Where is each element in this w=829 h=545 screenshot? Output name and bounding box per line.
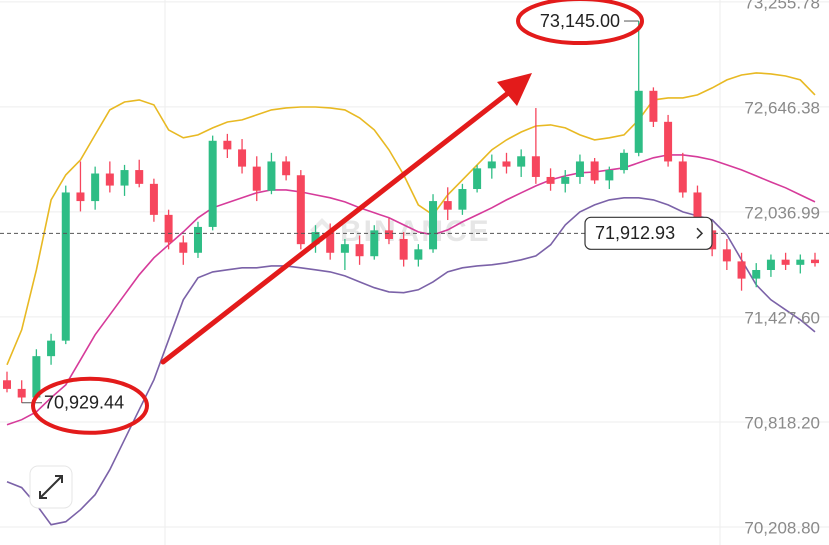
- y-tick-label: 70,818.20: [744, 413, 820, 432]
- candle-body: [47, 340, 56, 357]
- candle-body: [693, 192, 702, 231]
- candle-body: [781, 259, 790, 265]
- last-price-box: [584, 216, 713, 250]
- candle-body: [326, 232, 335, 253]
- candle-body: [384, 230, 393, 239]
- candle-body: [429, 201, 438, 250]
- candle-body: [531, 156, 540, 177]
- candle-body: [223, 140, 232, 150]
- candle-body: [766, 259, 775, 271]
- candle-body: [179, 242, 188, 253]
- candle-body: [473, 168, 482, 190]
- candle-body: [252, 166, 261, 191]
- candle-body: [546, 176, 555, 184]
- y-tick-label: 70,208.80: [744, 518, 820, 537]
- band-line: [6, 197, 816, 526]
- candle-body: [296, 175, 305, 245]
- candles: [3, 21, 819, 403]
- candle-body: [120, 170, 129, 186]
- y-tick-label: 73,255.78: [744, 0, 820, 12]
- price-axis: 73,255.78 72,646.38 72,036.99 71,427.60 70,8…: [744, 0, 820, 537]
- candle-body: [811, 259, 819, 264]
- arrow-shaft: [160, 87, 515, 365]
- low-label: 70,929.44: [44, 393, 124, 413]
- candle-body: [238, 149, 247, 167]
- candle-body: [340, 244, 349, 253]
- candle-body: [502, 161, 511, 167]
- candle-body: [414, 249, 423, 260]
- band-line: [6, 72, 816, 366]
- candle-body: [311, 232, 320, 245]
- candle-body: [575, 161, 584, 177]
- low-circle: [31, 376, 149, 435]
- candle-body: [105, 173, 114, 186]
- candle-body: [267, 161, 276, 191]
- candle-body: [737, 261, 746, 279]
- candle-body: [135, 170, 144, 184]
- candle-body: [32, 356, 41, 398]
- candle-body: [164, 214, 173, 243]
- candle-body: [76, 192, 85, 202]
- y-tick-label: 72,646.38: [744, 98, 820, 117]
- candle-body: [722, 249, 731, 262]
- candle-body: [678, 161, 687, 193]
- candle-body: [649, 90, 658, 122]
- candle-body: [193, 226, 202, 253]
- high-circle: [516, 0, 644, 46]
- band-line: [6, 154, 816, 426]
- candle-body: [664, 121, 673, 162]
- expand-button[interactable]: [29, 465, 73, 509]
- candle-body: [620, 152, 629, 171]
- candle-body: [3, 380, 11, 389]
- candle-body: [634, 90, 643, 153]
- candle-body: [752, 270, 761, 279]
- candle-body: [458, 189, 467, 210]
- high-label: 73,145.00: [540, 11, 620, 31]
- candle-body: [370, 230, 379, 257]
- candle-body: [443, 201, 452, 210]
- annotations: 71,912.93 73,145.00 70,929.44: [0, 0, 829, 435]
- candle-body: [487, 161, 496, 169]
- candle-body: [282, 161, 291, 176]
- candle-body: [208, 140, 217, 227]
- candle-body: [590, 161, 599, 181]
- expand-icon[interactable]: [39, 475, 63, 499]
- red-arrow: [160, 73, 532, 365]
- y-tick-label: 72,036.99: [744, 203, 820, 222]
- candle-body: [61, 192, 70, 341]
- chevron-icon: [696, 227, 704, 239]
- bands: [6, 72, 816, 526]
- candle-body: [605, 170, 614, 181]
- arrow-head: [497, 73, 532, 106]
- candle-body: [17, 388, 26, 398]
- candle-body: [517, 156, 526, 167]
- candle-body: [796, 259, 805, 265]
- y-tick-label: 71,427.60: [744, 308, 820, 327]
- last-price-label: 71,912.93: [595, 223, 675, 243]
- candle-body: [561, 176, 570, 184]
- candle-body: [355, 244, 364, 257]
- candle-body: [399, 238, 408, 260]
- candle-body: [149, 183, 158, 215]
- candle-body: [91, 173, 100, 202]
